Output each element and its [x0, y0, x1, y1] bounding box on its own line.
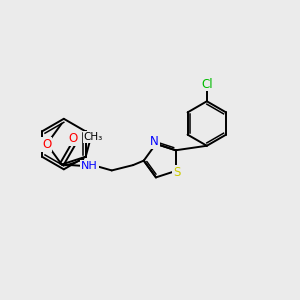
Text: CH₃: CH₃	[83, 132, 103, 142]
Text: Cl: Cl	[201, 78, 213, 91]
Text: N: N	[150, 135, 159, 148]
Text: S: S	[173, 166, 181, 179]
Text: O: O	[68, 132, 78, 145]
Text: NH: NH	[81, 161, 98, 171]
Text: O: O	[42, 138, 51, 151]
